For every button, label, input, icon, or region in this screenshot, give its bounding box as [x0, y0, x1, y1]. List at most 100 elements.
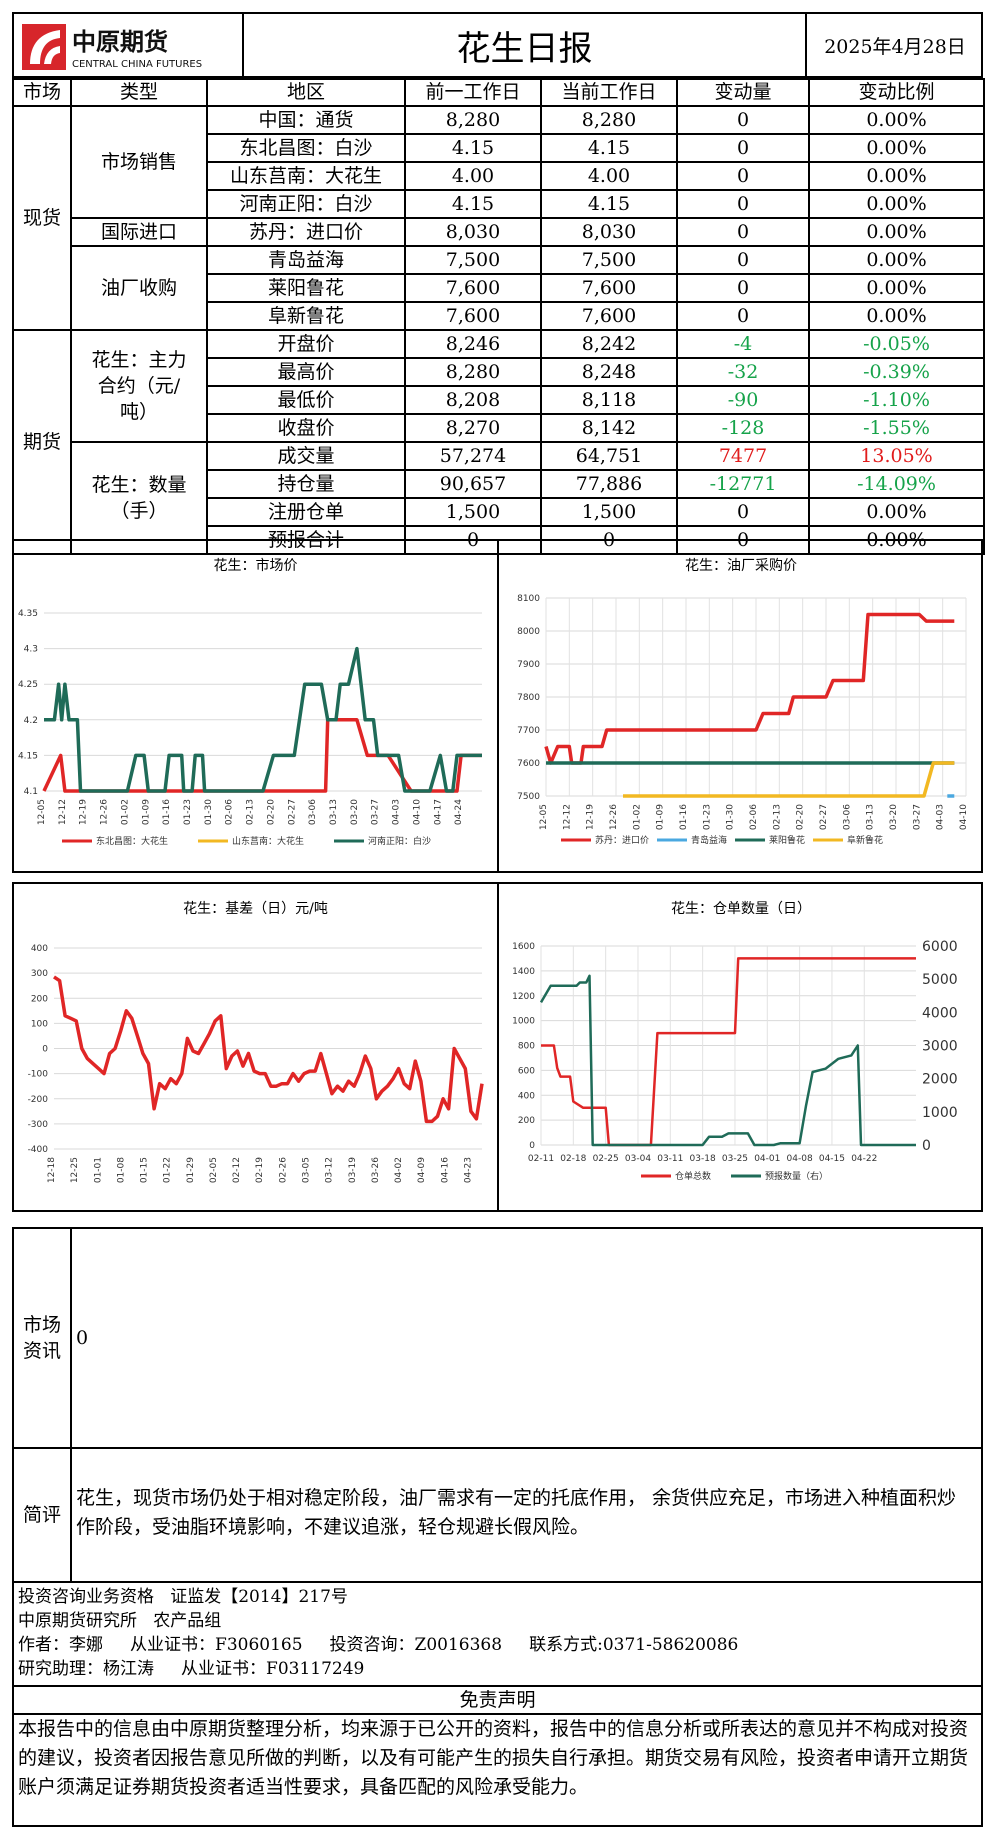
curr-value-cell: 8,242: [540, 329, 678, 359]
y-tick-label: 1600: [512, 942, 535, 952]
y-tick-label: 7500: [517, 792, 540, 802]
x-tick-label: 02-06: [225, 799, 235, 825]
y-tick-label: 600: [518, 1066, 535, 1076]
x-tick-label: 01-22: [163, 1157, 173, 1183]
y-tick-label: 4.35: [18, 609, 38, 619]
assistant-line: 研究助理：杨江涛 从业证书：F03117249: [18, 1659, 365, 1679]
y-tick-label: -400: [28, 1145, 49, 1155]
y-tick-label: 4.1: [24, 787, 38, 797]
region-cell: 注册仓单: [206, 497, 406, 527]
x-tick-label: 01-01: [93, 1157, 103, 1183]
col-header: 前一工作日: [404, 78, 542, 107]
y-tick-label: -300: [28, 1120, 49, 1130]
legend-label: 河南正阳：白沙: [368, 835, 431, 847]
x-tick-label: 12-05: [539, 804, 549, 830]
x-tick-label: 02-27: [819, 804, 829, 830]
curr-value-cell: 4.00: [540, 161, 678, 191]
x-tick-label: 03-06: [842, 804, 852, 830]
col-header: 变动比例: [808, 78, 985, 107]
chart-title: 花生：油厂采购价: [685, 558, 797, 574]
change-cell: -128: [676, 413, 810, 443]
col-header: 类型: [70, 78, 208, 107]
company-logo: 中原期货 CENTRAL CHINA FUTURES: [20, 20, 240, 74]
table-row: 阜新鲁花 7,600 7,600 0 0.00%: [13, 301, 985, 331]
x-tick-label: 02-13: [246, 799, 256, 825]
curr-value-cell: 8,142: [540, 413, 678, 443]
x-tick-label: 02-06: [749, 804, 759, 830]
basis-chart: 花生：基差（日）元/吨 -400 -300 -200 -100 0 100 200 300 40…: [14, 884, 499, 1210]
prev-value-cell: 1,500: [404, 497, 542, 527]
y-tick-label: 800: [518, 1042, 535, 1052]
legend-label: 东北昌图：大花生: [96, 835, 168, 847]
y-tick-label: 200: [31, 994, 48, 1004]
x-tick-label: 04-10: [959, 804, 969, 830]
curr-value-cell: 7,600: [540, 273, 678, 303]
table-row: 期货 花生：主力合约（元/吨） 开盘价 8,246 8,242 -4 -0.05%: [12, 329, 985, 555]
news-content: 0: [76, 1327, 89, 1349]
change-pct-cell: 0.00%: [808, 105, 985, 135]
logo-en-text: CENTRAL CHINA FUTURES: [72, 59, 202, 70]
legend-label: 青岛益海: [691, 834, 727, 846]
table-row: 花生：数量（手） 成交量 57,274 64,751 7477 13.05%: [13, 441, 985, 555]
x-tick-label: 12-26: [100, 799, 110, 825]
table-row: 注册仓单 1,500 1,500 0 0.00%: [13, 497, 985, 527]
x-tick-label: 01-15: [140, 1157, 150, 1183]
y-tick-label: 300: [31, 969, 48, 979]
change-pct-cell: 0.00%: [808, 301, 985, 331]
region-cell: 莱阳鲁花: [206, 273, 406, 303]
x-tick-label: 01-23: [702, 804, 712, 830]
type-cell: 国际进口: [70, 217, 208, 247]
y-tick-label: -100: [28, 1070, 49, 1080]
change-pct-cell: 0.00%: [808, 161, 985, 191]
region-cell: 河南正阳：白沙: [206, 189, 406, 219]
x-tick-label: 12-26: [609, 804, 619, 830]
region-cell: 成交量: [206, 441, 406, 471]
change-pct-cell: 0.00%: [808, 273, 985, 303]
x-tick-label: 02-19: [255, 1157, 265, 1183]
x-tick-label: 04-23: [463, 1157, 473, 1183]
x-tick-label: 01-29: [186, 1157, 196, 1183]
table-row: 莱阳鲁花 7,600 7,600 0 0.00%: [13, 273, 985, 303]
news-label: 市场资讯: [14, 1229, 72, 1447]
y-tick-label: 400: [518, 1091, 535, 1101]
region-cell: 持仓量: [206, 469, 406, 499]
legend-label: 仓单总数: [675, 1170, 711, 1182]
change-pct-cell: -0.39%: [808, 357, 985, 387]
series-line: [544, 612, 955, 765]
change-cell: -12771: [676, 469, 810, 499]
report-header: 中原期货 CENTRAL CHINA FUTURES 花生日报 2025年4月2…: [12, 12, 983, 78]
change-pct-cell: -14.09%: [808, 469, 985, 499]
x-tick-label: 03-12: [325, 1157, 335, 1183]
x-tick-label: 02-11: [528, 1154, 554, 1164]
series-line: [53, 975, 484, 1124]
x-tick-label: 03-27: [371, 799, 381, 825]
region-cell: 东北昌图：白沙: [206, 133, 406, 163]
y-tick-label: 4.2: [24, 716, 38, 726]
x-tick-label: 03-11: [657, 1154, 683, 1164]
y-tick-label: 8100: [517, 594, 540, 604]
x-tick-label: 12-19: [586, 804, 596, 830]
x-tick-label: 04-10: [412, 799, 422, 825]
curr-value-cell: 8,280: [540, 105, 678, 135]
prev-value-cell: 7,500: [404, 245, 542, 275]
change-pct-cell: -0.05%: [808, 329, 985, 359]
x-tick-label: 03-05: [301, 1157, 311, 1183]
y-tick-label: 4.25: [18, 680, 38, 690]
author-line: 作者：李娜 从业证书：F3060165 投资咨询：Z0016368 联系方式:0…: [18, 1635, 739, 1655]
x-tick-label: 12-05: [37, 799, 47, 825]
y-tick-label: 1000: [512, 1017, 535, 1027]
change-cell: 0: [676, 301, 810, 331]
y-tick-label: 8000: [517, 627, 540, 637]
col-header: 变动量: [676, 78, 810, 107]
table-row: 持仓量 90,657 77,886 -12771 -14.09%: [13, 469, 985, 499]
y-right-tick-label: 5000: [922, 972, 958, 988]
disclaimer-title: 免责声明: [459, 1689, 536, 1711]
chart-title: 花生：基差（日）元/吨: [183, 901, 328, 917]
y-tick-label: 4.15: [18, 751, 38, 761]
change-cell: -90: [676, 385, 810, 415]
y-right-tick-label: 2000: [922, 1072, 958, 1088]
series-line: [44, 646, 482, 793]
market-futures-cell: 期货: [12, 329, 72, 555]
x-tick-label: 04-16: [440, 1157, 450, 1183]
x-tick-label: 01-09: [141, 799, 151, 825]
